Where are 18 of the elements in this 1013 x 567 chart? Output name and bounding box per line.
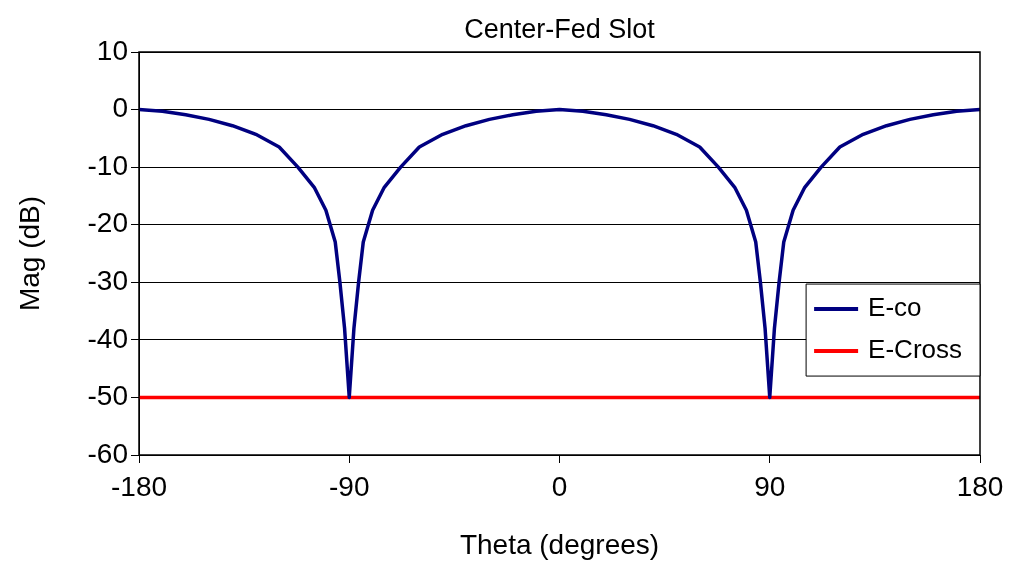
y-tick-label: 10 [96,34,128,66]
y-tick-label: -60 [87,437,128,469]
x-tick-label: -90 [329,470,370,502]
x-tick-label: -180 [110,470,168,502]
y-tick-label: 0 [112,92,128,124]
legend-label: E-Cross [868,334,963,365]
y-axis-title: Mag (dB) [13,195,45,312]
y-tick-label: -30 [87,265,128,296]
y-tick-label: -10 [87,149,128,181]
y-tick-label: -40 [87,322,128,354]
y-tick-label: -50 [87,380,128,412]
y-tick-label: -20 [87,207,128,239]
x-axis-title: Theta (degrees) [459,528,660,560]
x-tick-label: 180 [956,470,1004,502]
x-tick-label: 90 [754,470,786,502]
x-tick-label: 0 [551,470,568,502]
legend-label: E-co [868,292,922,323]
chart-title: Center-Fed Slot [464,14,656,45]
